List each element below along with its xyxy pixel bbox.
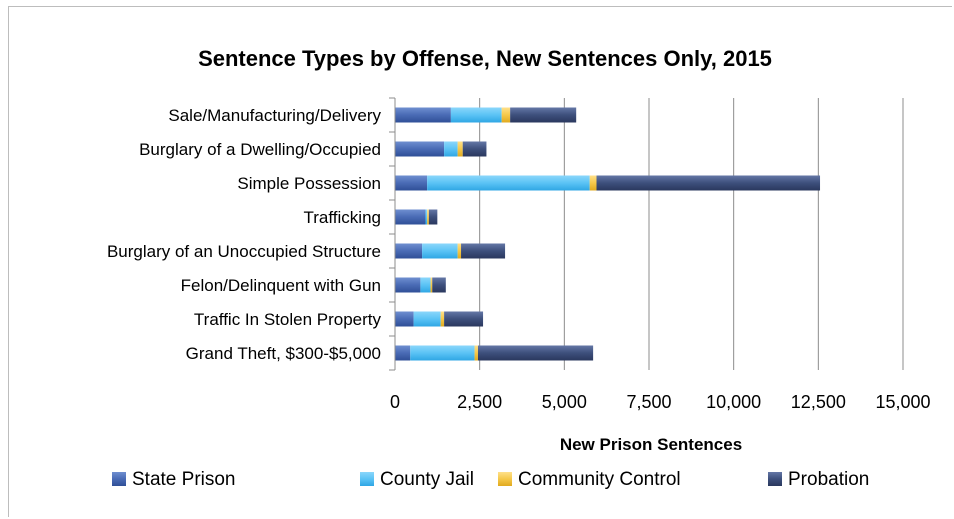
bar-segment-probation xyxy=(461,243,506,259)
bar-segment-county-jail xyxy=(425,209,428,225)
chart-frame xyxy=(8,6,952,517)
bar-segment-community-control xyxy=(589,175,597,191)
legend-swatch xyxy=(498,472,512,486)
category-label: Burglary of an Unoccupied Structure xyxy=(107,242,381,261)
bar-segment-state-prison xyxy=(395,141,445,157)
bars xyxy=(395,107,821,361)
bar-segment-probation xyxy=(462,141,487,157)
axes: 0 2,500 5,000 7,500 10,000 12,500 15,000 Sale/M… xyxy=(107,97,931,412)
legend-label: County Jail xyxy=(380,469,474,490)
x-tick-label: 10,000 xyxy=(706,392,761,412)
bar-segment-probation xyxy=(596,175,821,191)
bar-segment-state-prison xyxy=(395,311,414,327)
x-tick-label: 15,000 xyxy=(875,392,930,412)
bar-segment-probation xyxy=(428,209,438,225)
category-label: Trafficking xyxy=(304,208,381,227)
bar-segment-county-jail xyxy=(422,243,458,259)
bar-segment-community-control xyxy=(457,243,462,259)
bar-segment-state-prison xyxy=(395,277,421,293)
bar-segment-county-jail xyxy=(413,311,441,327)
category-label: Simple Possession xyxy=(237,174,381,193)
legend-label: Community Control xyxy=(518,469,681,490)
bar-segment-county-jail xyxy=(427,175,590,191)
bar-segment-county-jail xyxy=(450,107,502,123)
bar-segment-community-control xyxy=(457,141,463,157)
bar-segment-county-jail xyxy=(410,345,475,361)
bar-segment-state-prison xyxy=(395,209,426,225)
legend-swatch xyxy=(112,472,126,486)
category-label: Traffic In Stolen Property xyxy=(194,310,382,329)
bar-segment-probation xyxy=(432,277,446,293)
legend-label: Probation xyxy=(788,469,869,490)
category-label: Sale/Manufacturing/Delivery xyxy=(168,106,381,125)
x-tick-label: 7,500 xyxy=(626,392,671,412)
x-tick-label: 5,000 xyxy=(542,392,587,412)
x-tick-label: 12,500 xyxy=(791,392,846,412)
bar-segment-probation xyxy=(510,107,577,123)
legend-swatch xyxy=(360,472,374,486)
x-axis-title: New Prison Sentences xyxy=(560,435,742,454)
bar-segment-state-prison xyxy=(395,107,451,123)
chart-title: Sentence Types by Offense, New Sentences… xyxy=(198,46,772,71)
bar-segment-probation xyxy=(444,311,484,327)
bar-segment-county-jail xyxy=(444,141,458,157)
gridlines xyxy=(479,98,904,370)
category-label: Burglary of a Dwelling/Occupied xyxy=(139,140,381,159)
bar-segment-county-jail xyxy=(420,277,431,293)
x-tick-label: 2,500 xyxy=(457,392,502,412)
category-label: Felon/Delinquent with Gun xyxy=(181,276,381,295)
x-tick-label: 0 xyxy=(390,392,400,412)
bar-segment-state-prison xyxy=(395,175,428,191)
bar-segment-community-control xyxy=(430,277,433,293)
bar-segment-community-control xyxy=(474,345,478,361)
bar-segment-state-prison xyxy=(395,345,411,361)
legend-label: State Prison xyxy=(132,469,236,490)
bar-segment-community-control xyxy=(440,311,445,327)
bar-segment-probation xyxy=(477,345,594,361)
bar-segment-community-control xyxy=(501,107,511,123)
bar-segment-state-prison xyxy=(395,243,423,259)
legend-swatch xyxy=(768,472,782,486)
legend: State Prison County Jail Community Control… xyxy=(112,469,869,490)
category-label: Grand Theft, $300-$5,000 xyxy=(186,344,381,363)
bar-segment-community-control xyxy=(427,209,429,225)
